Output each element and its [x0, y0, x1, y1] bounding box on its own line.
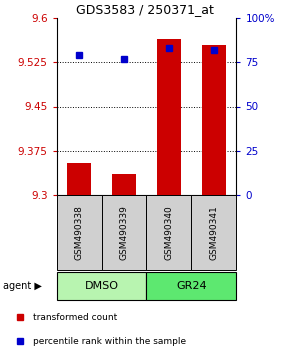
Bar	[67, 162, 91, 195]
Text: GSM490340: GSM490340	[164, 205, 173, 260]
Text: percentile rank within the sample: percentile rank within the sample	[33, 337, 187, 346]
Bar	[146, 272, 236, 300]
Bar	[146, 195, 191, 270]
Bar	[57, 272, 146, 300]
Text: GSM490341: GSM490341	[209, 205, 218, 260]
Text: GDS3583 / 250371_at: GDS3583 / 250371_at	[76, 4, 214, 17]
Text: agent ▶: agent ▶	[3, 281, 42, 291]
Text: transformed count: transformed count	[33, 313, 118, 321]
Text: GSM490338: GSM490338	[75, 205, 84, 260]
Bar	[191, 195, 236, 270]
Text: DMSO: DMSO	[84, 281, 119, 291]
Bar	[57, 195, 102, 270]
Bar	[102, 195, 146, 270]
Text: GSM490339: GSM490339	[119, 205, 128, 260]
Bar	[202, 45, 226, 195]
Bar	[112, 175, 136, 195]
Text: GR24: GR24	[176, 281, 207, 291]
Bar	[157, 39, 181, 195]
